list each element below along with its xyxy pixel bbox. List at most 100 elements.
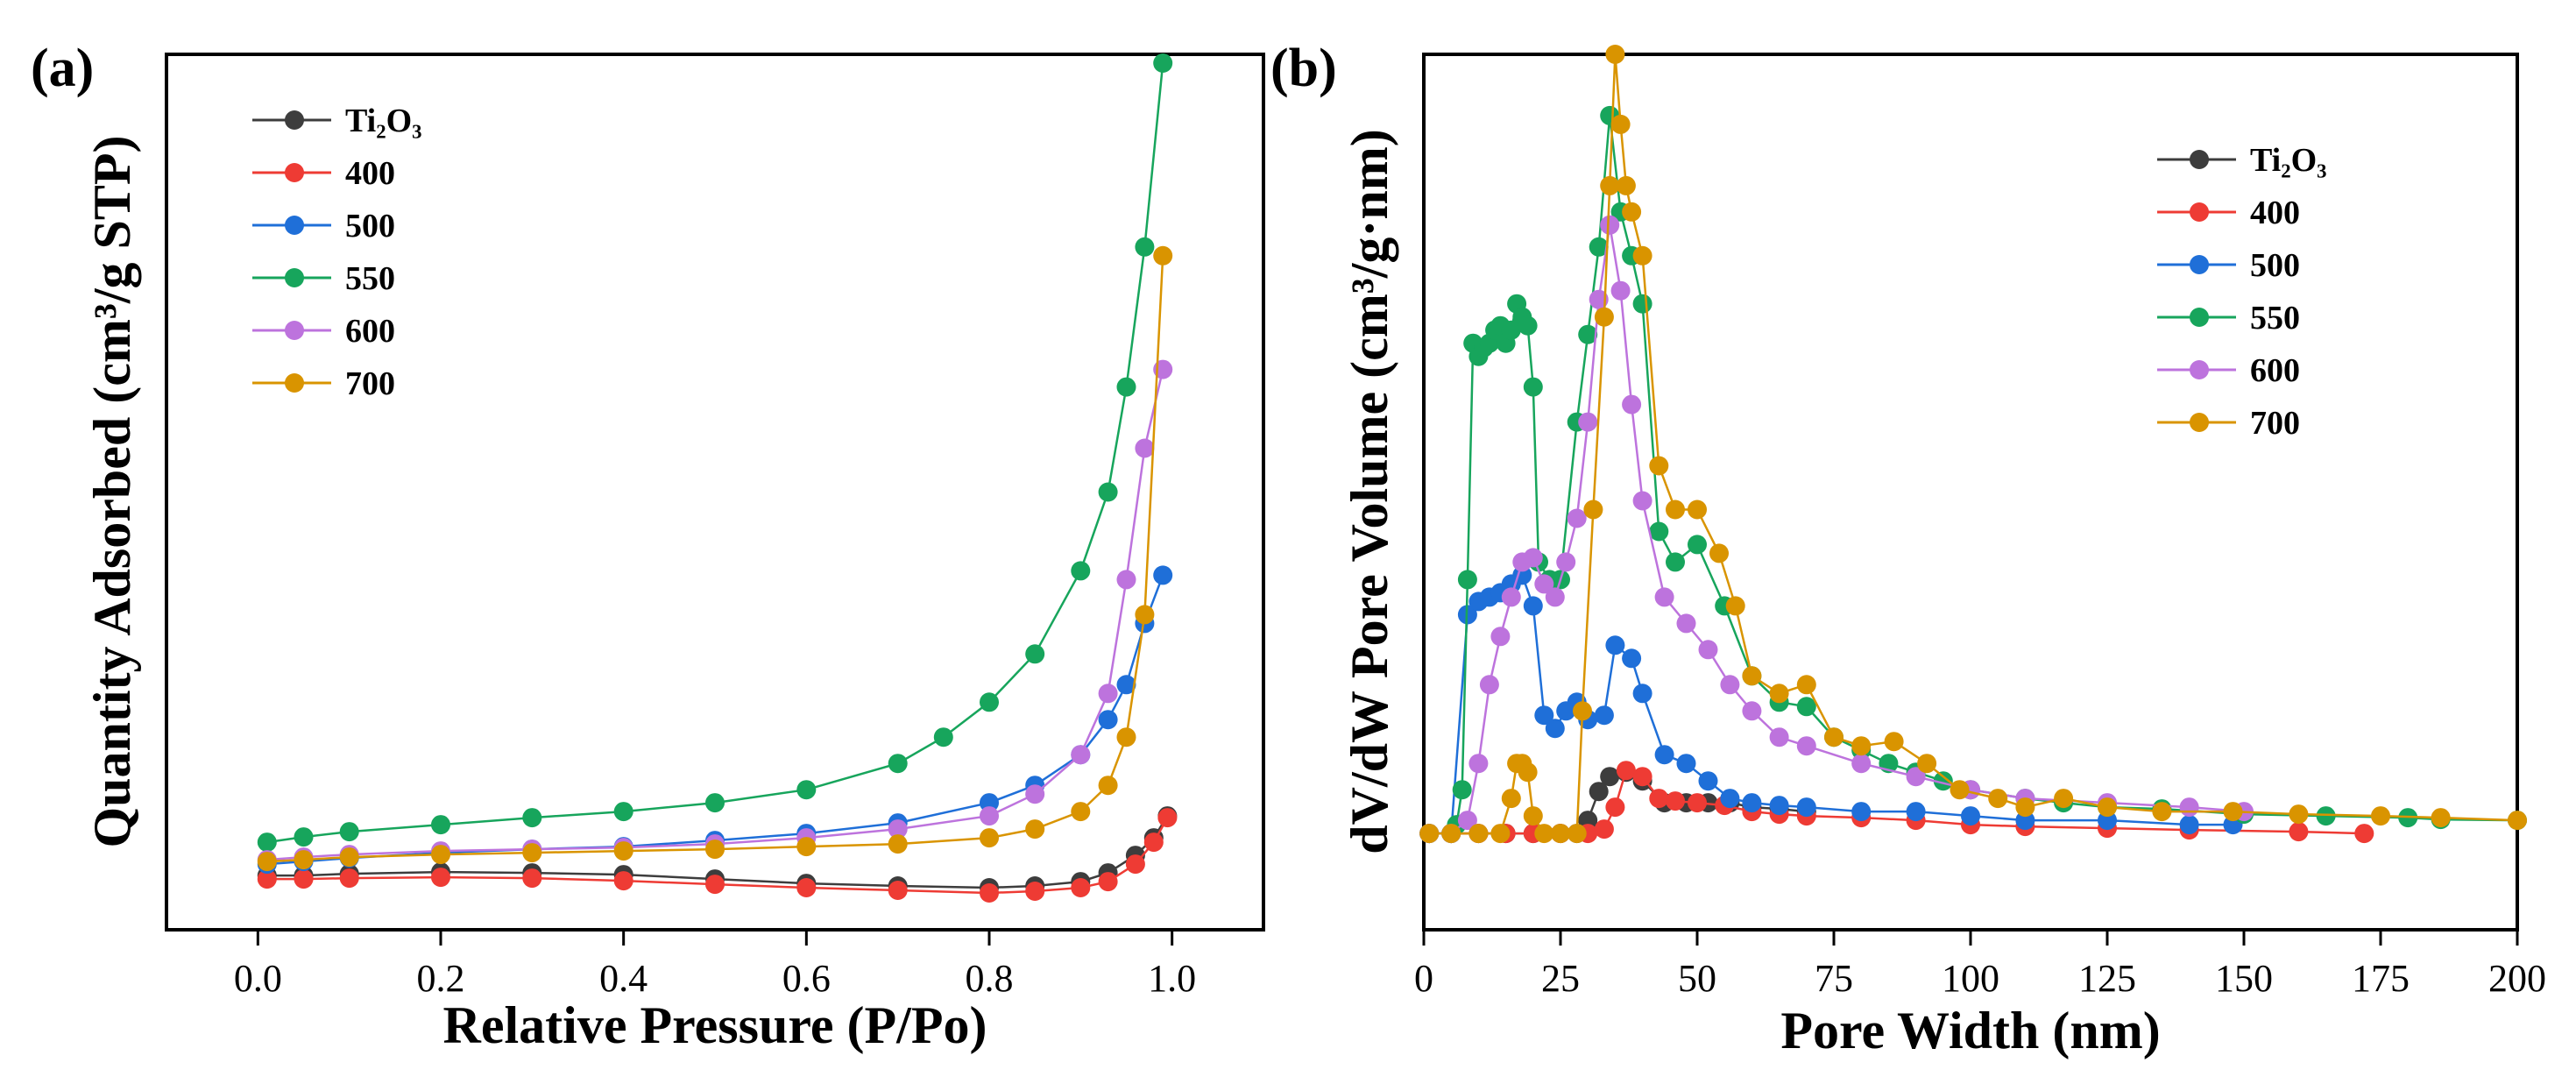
data-point	[1950, 780, 1970, 800]
data-point	[1143, 832, 1164, 853]
data-point	[1796, 797, 1816, 818]
data-point	[1622, 202, 1642, 222]
data-point	[431, 868, 450, 888]
data-point	[1688, 793, 1707, 813]
legend-marker	[2190, 308, 2209, 327]
legend-marker	[285, 216, 304, 235]
data-point	[980, 883, 999, 903]
legend-marker	[2190, 360, 2209, 379]
series-b-700	[1419, 45, 2527, 844]
legend-marker	[2190, 413, 2209, 432]
data-point	[613, 841, 633, 861]
data-point	[522, 808, 542, 828]
data-point	[1071, 561, 1091, 581]
data-point	[1116, 675, 1136, 695]
legend-label: 700	[345, 365, 395, 402]
data-point	[1523, 596, 1543, 616]
data-point	[1468, 824, 1489, 844]
data-point	[1573, 701, 1592, 721]
x-tick-label: 1.0	[1148, 957, 1196, 1000]
legend-item: 550	[2157, 300, 2300, 337]
data-point	[1071, 802, 1091, 822]
data-point	[1071, 878, 1091, 897]
data-point	[1906, 767, 1926, 787]
data-point	[294, 850, 314, 870]
data-point	[1153, 565, 1173, 585]
data-point	[1567, 824, 1587, 844]
legend-item: 400	[2157, 195, 2300, 231]
legend-marker	[2190, 202, 2209, 222]
data-point	[1578, 324, 1598, 344]
legend-label: 400	[345, 155, 395, 192]
data-point	[1622, 648, 1642, 669]
x-axis-title-a: Relative Pressure (P/Po)	[443, 996, 987, 1054]
data-point	[1523, 806, 1543, 826]
data-point	[522, 843, 542, 863]
data-point	[1688, 535, 1707, 555]
data-point	[1589, 237, 1609, 257]
data-point	[2223, 802, 2243, 822]
data-point	[1961, 806, 1980, 826]
legend-label: 600	[345, 313, 395, 350]
data-point	[2289, 804, 2309, 825]
x-axis-title-b: Pore Width (nm)	[1780, 1002, 2160, 1059]
series-line	[266, 815, 1169, 889]
data-point	[1676, 754, 1696, 774]
data-point	[1589, 782, 1609, 802]
data-point	[1071, 745, 1091, 765]
data-point	[1654, 745, 1674, 765]
legend-item: 500	[252, 208, 395, 244]
data-point	[1583, 499, 1603, 520]
data-point	[1649, 789, 1669, 809]
x-tick-label: 0.6	[782, 957, 831, 1000]
x-tick-label: 150	[2215, 957, 2273, 1000]
data-point	[1720, 789, 1740, 809]
legend-item: 550	[252, 260, 395, 297]
legend-item: Ti₂O₃	[2157, 142, 2327, 179]
data-point	[1632, 294, 1652, 314]
data-point	[257, 832, 277, 853]
data-point	[796, 878, 817, 897]
legend-marker	[285, 321, 304, 340]
series-group-a	[257, 53, 1178, 903]
panel-label-b: (b)	[1270, 39, 1337, 98]
legend-marker	[285, 163, 304, 182]
data-point	[1594, 705, 1614, 726]
data-point	[1098, 872, 1118, 892]
series-a-700	[257, 245, 1173, 872]
data-point	[1632, 245, 1652, 266]
data-point	[1851, 754, 1872, 774]
series-a-400	[257, 808, 1178, 903]
data-point	[1600, 175, 1620, 195]
x-tick-label: 0.8	[966, 957, 1014, 1000]
data-point	[1501, 320, 1521, 340]
data-point	[1025, 784, 1045, 804]
data-point	[339, 868, 359, 889]
data-point	[1622, 394, 1642, 414]
data-point	[1545, 587, 1565, 607]
data-point	[1666, 791, 1685, 811]
data-point	[796, 780, 817, 800]
legend-item: 700	[2157, 405, 2300, 442]
data-point	[1796, 736, 1816, 756]
series-line	[266, 817, 1169, 895]
data-point	[1556, 552, 1576, 572]
x-tick-label: 125	[2078, 957, 2136, 1000]
x-tick-label: 0	[1414, 957, 1433, 1000]
data-point	[1534, 824, 1554, 844]
legend-item: 500	[2157, 247, 2300, 284]
series-line	[266, 255, 1164, 863]
series-line	[266, 62, 1164, 844]
data-point	[1589, 289, 1609, 309]
data-point	[2098, 797, 2117, 818]
x-axis-ticks-b: 0 25 50 75 100 125 150 175 200	[1414, 930, 2546, 1000]
data-point	[2015, 797, 2035, 818]
data-point	[1098, 482, 1118, 502]
data-point	[431, 815, 450, 835]
data-point	[1796, 675, 1816, 695]
data-point	[1605, 635, 1625, 655]
data-point	[1135, 237, 1155, 257]
data-point	[1742, 793, 1762, 813]
x-tick-label: 0.4	[599, 957, 648, 1000]
